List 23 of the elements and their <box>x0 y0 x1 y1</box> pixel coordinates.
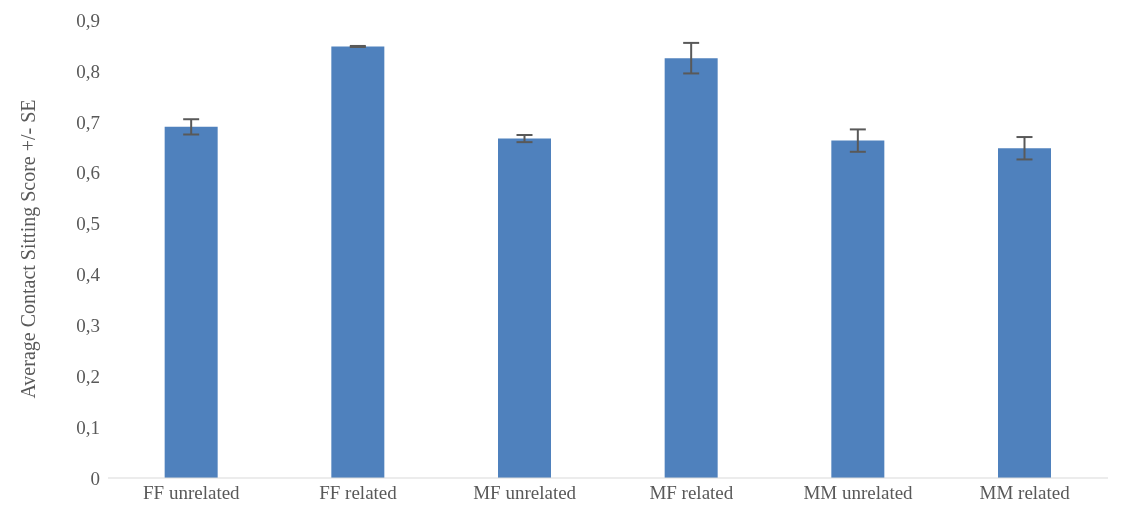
y-tick-label: 0,9 <box>76 9 100 31</box>
y-tick-label: 0,7 <box>76 111 100 133</box>
x-tick-label: FF unrelated <box>143 482 241 504</box>
y-tick-label: 0,2 <box>76 365 100 387</box>
y-tick-label: 0,4 <box>76 264 101 286</box>
bar <box>831 140 885 478</box>
y-tick-label: 0,3 <box>76 315 100 337</box>
x-tick-label: MM related <box>979 482 1071 504</box>
x-tick-label: MF unrelated <box>473 482 577 504</box>
y-tick-label: 0,6 <box>76 162 100 184</box>
x-tick-label: MM unrelated <box>803 482 914 504</box>
bar <box>164 126 218 478</box>
y-tick-label: 0,8 <box>76 60 100 82</box>
y-tick-label: 0,1 <box>76 416 100 438</box>
bar <box>664 58 718 478</box>
y-tick-label: 0,5 <box>76 213 100 235</box>
y-axis-title: Average Contact Sitting Score +/- SE <box>17 99 41 399</box>
bar <box>498 138 551 478</box>
x-tick-label: MF related <box>649 482 734 504</box>
x-tick-label: FF related <box>319 482 398 504</box>
y-tick-label: 0 <box>90 467 100 489</box>
bar <box>331 46 385 478</box>
bar <box>998 148 1051 478</box>
